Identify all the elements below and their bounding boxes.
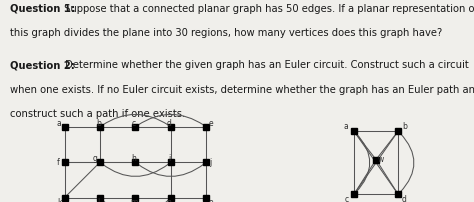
Text: k: k [57,199,62,202]
Text: construct such a path if one exists.: construct such a path if one exists. [10,109,186,119]
Text: g: g [92,154,97,163]
Text: c: c [132,119,136,128]
Text: c: c [344,195,348,202]
Text: e: e [208,119,213,128]
Text: a: a [57,119,62,128]
Text: h: h [131,154,136,163]
Text: d: d [167,119,172,128]
Text: Determine whether the given graph has an Euler circuit. Construct such a circuit: Determine whether the given graph has an… [62,60,468,70]
Text: Question 2:: Question 2: [10,60,75,70]
Text: this graph divides the plane into 30 regions, how many vertices does this graph : this graph divides the plane into 30 reg… [10,28,443,38]
Text: m: m [130,199,137,202]
Text: j: j [210,158,212,167]
Text: Question 1:: Question 1: [10,3,75,14]
Text: o: o [208,199,213,202]
Text: l: l [97,199,100,202]
Text: when one exists. If no Euler circuit exists, determine whether the graph has an : when one exists. If no Euler circuit exi… [10,85,474,95]
Text: Suppose that a connected planar graph has 50 edges. If a planar representation o: Suppose that a connected planar graph ha… [61,3,474,14]
Text: f: f [57,158,60,167]
Text: w: w [378,155,384,164]
Text: a: a [344,122,349,131]
Text: d: d [402,195,407,202]
Text: i: i [168,154,170,163]
Text: n: n [167,199,172,202]
Text: b: b [96,119,100,128]
Text: b: b [402,122,407,131]
